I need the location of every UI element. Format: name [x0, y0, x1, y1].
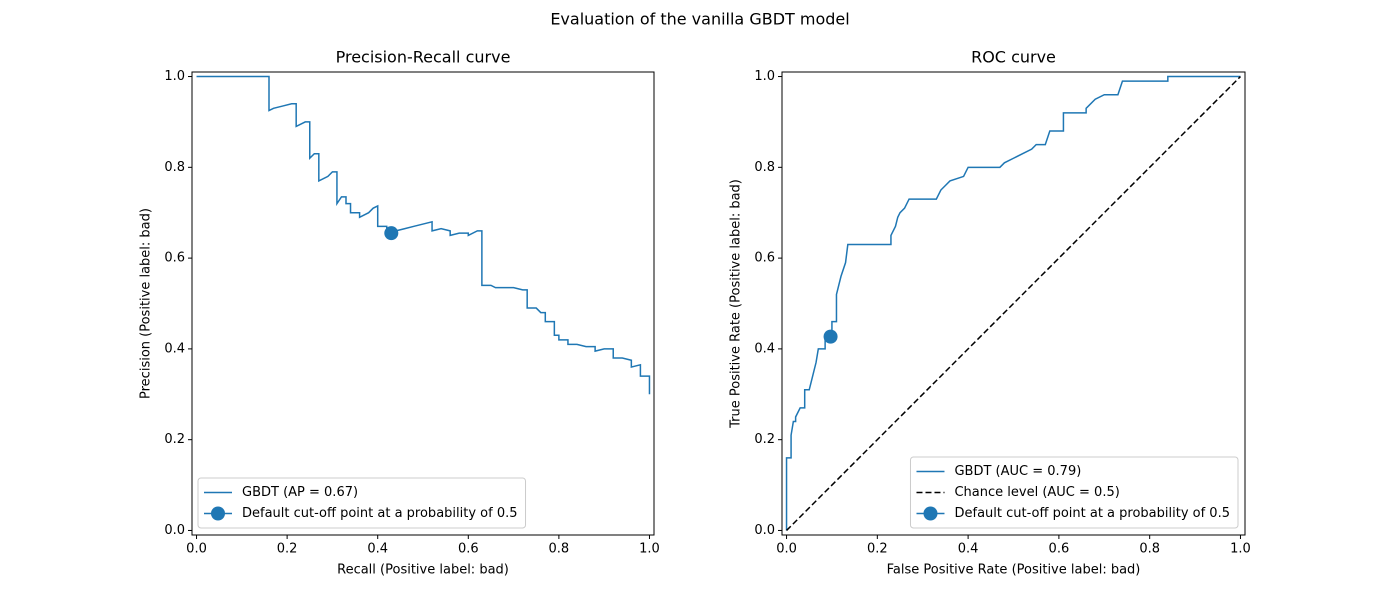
- y-tick-label: 0.8: [754, 160, 775, 175]
- y-tick-label: 0.8: [164, 160, 185, 175]
- subplot-title: Precision-Recall curve: [336, 48, 511, 67]
- legend-marker: [923, 506, 938, 521]
- x-tick-label: 0.4: [958, 542, 979, 557]
- y-tick-label: 0.6: [164, 251, 185, 266]
- x-tick-label: 0.0: [186, 542, 207, 557]
- y-tick-label: 0.0: [164, 523, 185, 538]
- y-tick-label: 0.2: [754, 432, 775, 447]
- curve: [786, 76, 1241, 531]
- x-tick-label: 0.6: [458, 542, 479, 557]
- x-tick-label: 0.0: [776, 542, 797, 557]
- legend-label: Default cut-off point at a probability o…: [954, 506, 1230, 521]
- cutoff-marker: [384, 226, 399, 241]
- x-tick-label: 0.8: [1139, 542, 1160, 557]
- legend-label: Chance level (AUC = 0.5): [954, 485, 1119, 500]
- x-tick-label: 0.2: [277, 542, 298, 557]
- y-tick-label: 0.4: [164, 341, 185, 356]
- x-tick-label: 0.8: [549, 542, 570, 557]
- x-tick-label: 1.0: [1230, 542, 1251, 557]
- axes-frame: [191, 71, 655, 536]
- legend-box: [909, 456, 1239, 529]
- y-tick-label: 1.0: [754, 69, 775, 84]
- cutoff-marker: [823, 329, 838, 344]
- x-tick-label: 0.6: [1049, 542, 1070, 557]
- y-axis-label: True Positive Rate (Positive label: bad): [729, 179, 744, 429]
- y-tick-label: 0.2: [164, 432, 185, 447]
- y-axis-label: Precision (Positive label: bad): [139, 208, 154, 399]
- legend-label: Default cut-off point at a probability o…: [242, 506, 518, 521]
- x-axis-label: False Positive Rate (Positive label: bad…: [887, 563, 1141, 578]
- y-tick-label: 1.0: [164, 69, 185, 84]
- subplot-title: ROC curve: [971, 48, 1056, 67]
- curve: [196, 75, 651, 395]
- legend-box: [197, 477, 527, 529]
- figure-title: Evaluation of the vanilla GBDT model: [550, 10, 849, 29]
- legend: GBDT (AP = 0.67) Default cut-off point at…: [197, 477, 527, 529]
- x-tick-label: 0.2: [867, 542, 888, 557]
- y-tick-label: 0.4: [754, 341, 775, 356]
- x-tick-label: 1.0: [639, 542, 660, 557]
- y-tick-label: 0.0: [754, 523, 775, 538]
- y-tick-label: 0.6: [754, 251, 775, 266]
- legend-label: GBDT (AP = 0.67): [242, 485, 358, 500]
- x-axis-label: Recall (Positive label: bad): [337, 563, 509, 578]
- curve: [785, 75, 1241, 531]
- legend-marker: [211, 506, 225, 521]
- x-tick-label: 0.4: [367, 542, 388, 557]
- legend-label: GBDT (AUC = 0.79): [954, 464, 1081, 479]
- legend: GBDT (AUC = 0.79) Chance level (AUC = 0.5…: [909, 456, 1239, 529]
- axes-frame: [781, 71, 1246, 536]
